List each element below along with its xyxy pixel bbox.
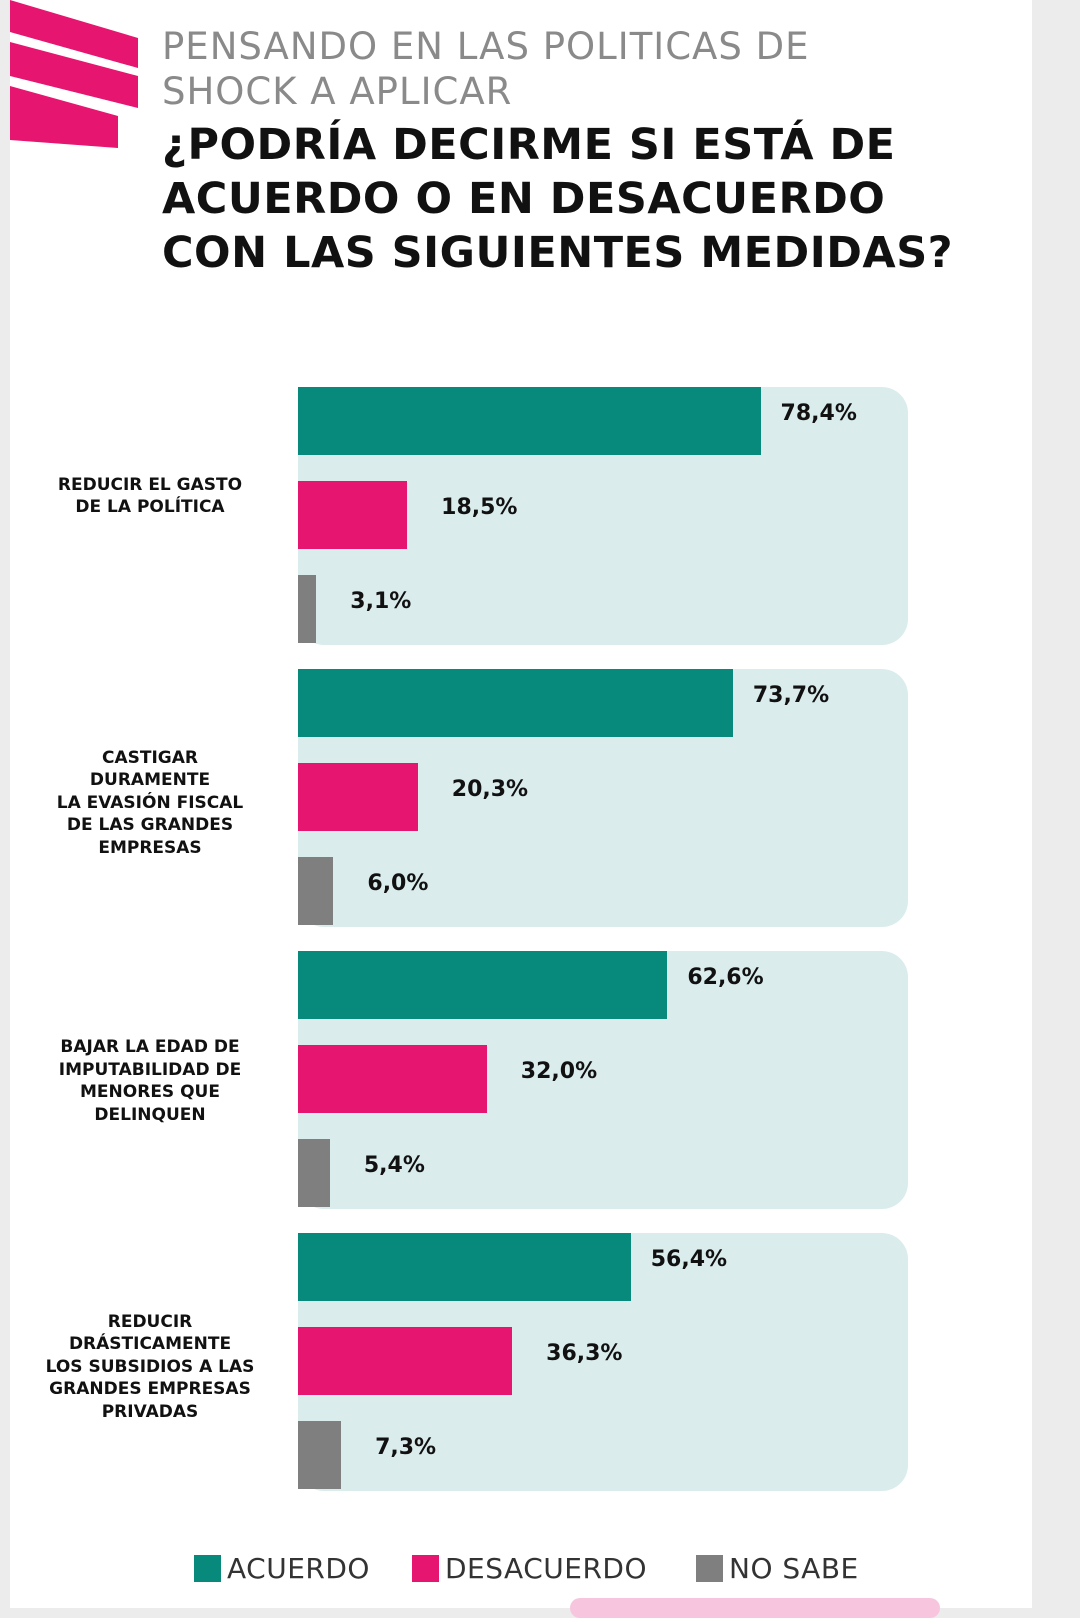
bottom-decoration bbox=[570, 1598, 940, 1618]
bar-acuerdo bbox=[298, 387, 761, 455]
chart-title: ¿PODRÍA DECIRME SI ESTÁ DE ACUERDO O EN … bbox=[162, 118, 1022, 280]
subtitle-line-1: PENSANDO EN LAS POLITICAS DE bbox=[162, 25, 810, 68]
bar-acuerdo bbox=[298, 669, 733, 737]
chart-subtitle: PENSANDO EN LAS POLITICAS DE SHOCK A APL… bbox=[162, 24, 1012, 114]
value-label-acuerdo: 62,6% bbox=[687, 965, 764, 990]
legend-swatch-acuerdo bbox=[194, 1554, 221, 1582]
brand-stripes-icon bbox=[10, 0, 138, 148]
value-label-desacuerdo: 36,3% bbox=[546, 1341, 623, 1366]
legend-label-acuerdo: ACUERDO bbox=[227, 1551, 370, 1585]
value-label-desacuerdo: 18,5% bbox=[441, 495, 518, 520]
legend-item-no-sabe: NO SABE bbox=[696, 1550, 859, 1586]
legend-item-desacuerdo: DESACUERDO bbox=[412, 1550, 647, 1586]
category-label: REDUCIR EL GASTO DE LA POLÍTICA bbox=[30, 474, 270, 519]
category-label-line: DRÁSTICAMENTE bbox=[68, 1334, 232, 1355]
bar-desacuerdo bbox=[298, 763, 418, 831]
category-label-line: DELINQUEN bbox=[94, 1104, 206, 1125]
category-label-line: REDUCIR EL GASTO bbox=[57, 474, 243, 495]
legend-swatch-desacuerdo bbox=[412, 1554, 439, 1582]
category-label: REDUCIR DRÁSTICAMENTE LOS SUBSIDIOS A LAS G… bbox=[30, 1311, 270, 1424]
bar-desacuerdo bbox=[298, 1045, 487, 1113]
value-label-no-sabe: 6,0% bbox=[367, 871, 429, 896]
infographic-page: PENSANDO EN LAS POLITICAS DE SHOCK A APL… bbox=[10, 0, 1032, 1618]
bar-desacuerdo bbox=[298, 1327, 513, 1395]
value-label-acuerdo: 56,4% bbox=[650, 1247, 728, 1272]
category-label: CASTIGAR DURAMENTE LA EVASIÓN FISCAL DE LAS… bbox=[30, 747, 270, 860]
category-label-line: CASTIGAR bbox=[102, 747, 198, 768]
legend-label-desacuerdo: DESACUERDO bbox=[445, 1551, 647, 1585]
bar-desacuerdo bbox=[298, 481, 408, 549]
value-label-desacuerdo: 20,3% bbox=[451, 777, 529, 802]
value-label-no-sabe: 5,4% bbox=[363, 1153, 425, 1178]
bar-no-sabe bbox=[298, 575, 317, 643]
legend-swatch-no-sabe bbox=[696, 1554, 723, 1582]
value-label-acuerdo: 73,7% bbox=[752, 683, 830, 708]
value-label-no-sabe: 3,1% bbox=[350, 589, 412, 614]
value-label-no-sabe: 7,3% bbox=[375, 1435, 437, 1460]
subtitle-line-2: SHOCK A APLICAR bbox=[162, 70, 513, 113]
legend-label-no-sabe: NO SABE bbox=[729, 1551, 859, 1585]
category-label-line: LA EVASIÓN FISCAL bbox=[56, 792, 244, 813]
category-label-line: LOS SUBSIDIOS A LAS bbox=[45, 1356, 255, 1377]
category-label-line: DURAMENTE bbox=[89, 770, 211, 791]
category-label-line: GRANDES EMPRESAS bbox=[49, 1379, 251, 1400]
value-label-acuerdo: 78,4% bbox=[780, 401, 857, 426]
value-label-desacuerdo: 32,0% bbox=[520, 1059, 598, 1084]
chart-legend: ACUERDO DESACUERDO NO SABE bbox=[10, 1550, 1032, 1586]
title-line-2: ACUERDO O EN DESACUERDO bbox=[162, 174, 886, 224]
category-label-line: BAJAR LA EDAD DE bbox=[60, 1037, 240, 1057]
title-line-1: ¿PODRÍA DECIRME SI ESTÁ DE bbox=[162, 120, 896, 170]
bar-no-sabe bbox=[298, 857, 334, 925]
bar-no-sabe bbox=[298, 1139, 330, 1207]
bar-no-sabe bbox=[298, 1421, 342, 1489]
category-label-line: REDUCIR bbox=[107, 1311, 193, 1332]
category-label-line: DE LAS GRANDES bbox=[66, 815, 234, 836]
category-label-line: MENORES QUE bbox=[80, 1082, 220, 1102]
bar-acuerdo bbox=[298, 951, 668, 1019]
legend-item-acuerdo: ACUERDO bbox=[194, 1550, 370, 1586]
category-label: BAJAR LA EDAD DE IMPUTABILIDAD DE MENORES … bbox=[30, 1036, 270, 1126]
category-label-line: DE LA POLÍTICA bbox=[75, 497, 225, 517]
category-label-line: IMPUTABILIDAD DE bbox=[58, 1059, 242, 1080]
bar-acuerdo bbox=[298, 1233, 631, 1301]
category-label-line: EMPRESAS bbox=[98, 837, 202, 858]
category-label-line: PRIVADAS bbox=[101, 1401, 199, 1422]
title-line-3: CON LAS SIGUIENTES MEDIDAS? bbox=[162, 228, 954, 278]
